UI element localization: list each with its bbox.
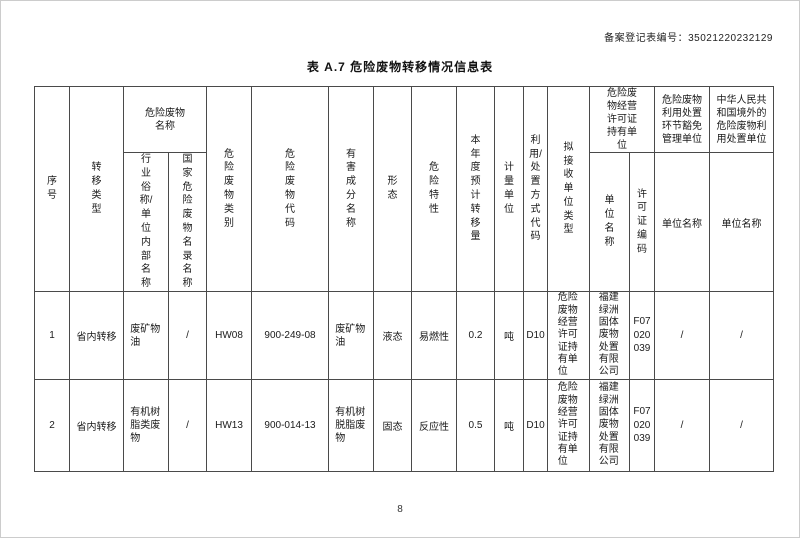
col-header-national-list-name: 国家危险废物名录名称	[168, 152, 207, 292]
col-header-hazard-property-label: 危险特性	[429, 162, 439, 215]
col-header-license-code: 许可证编码	[629, 152, 655, 292]
col-header-industry-common-name: 行业俗称/单位内部名称	[123, 152, 169, 292]
col-header-harmful-component-label: 有害成分名称	[346, 148, 356, 229]
col-header-seq-label: 序号	[47, 176, 57, 201]
cell-industry-common-name-text: 废矿物油	[130, 323, 161, 348]
cell-transfer-type: 省内转移	[69, 291, 124, 380]
cell-seq: 2	[34, 379, 70, 472]
cell-waste-category: HW08	[206, 291, 252, 380]
col-header-unit-of-measure-label: 计量单位	[504, 162, 514, 215]
col-header-receiver-type: 拟接收单位类型	[547, 86, 590, 292]
group-header-overseas-unit-label: 中华人民共和国境外的危险废物利用处置单位	[716, 94, 767, 145]
cell-waste-code: 900-014-13	[251, 379, 329, 472]
col-header-transfer-type: 转移类型	[69, 86, 124, 292]
cell-harmful-component: 废矿物油	[328, 291, 374, 380]
cell-unit-of-measure: 吨	[494, 379, 524, 472]
cell-receiver-type: 危险废物经营许可证持有单位	[547, 379, 590, 472]
col-header-overseas-unit-name-label: 单位名称	[721, 218, 762, 230]
col-header-receiver-type-label: 拟接收单位类型	[563, 141, 574, 236]
cell-licensee-name-text: 福建绿洲固体废物处置有限公司	[598, 382, 619, 468]
group-header-licensed-unit: 危险废物经营许可证持有单位	[589, 86, 655, 153]
cell-harmful-component: 有机树脱脂废物	[328, 379, 374, 472]
cell-disposal-method-code: D10	[523, 291, 548, 380]
col-header-licensee-name: 单位名称	[589, 152, 630, 292]
group-header-exempt-unit: 危险废物利用处置环节豁免管理单位	[654, 86, 710, 153]
cell-overseas-unit-name: /	[709, 379, 774, 472]
cell-overseas-unit-name: /	[709, 291, 774, 380]
header-sub-row: 行业俗称/单位内部名称 国家危险废物名录名称 单位名称 许可证编码 单位名称 单…	[35, 152, 774, 292]
cell-license-code: F07 020 039	[629, 379, 655, 472]
cell-transfer-type: 省内转移	[69, 379, 124, 472]
header-group-row: 序号 转移类型 危险废物名称 危险废物类别 危险废物代码 有害成分名称 形态 危…	[34, 86, 774, 292]
cell-unit-of-measure: 吨	[494, 291, 524, 380]
cell-seq: 1	[34, 291, 70, 380]
cell-license-code: F07 020 039	[629, 291, 655, 380]
cell-harmful-component-text: 有机树脱脂废物	[335, 407, 366, 444]
registration-number: 备案登记表编号：35021220232129	[604, 33, 773, 44]
col-header-seq: 序号	[34, 86, 70, 292]
col-header-form-label: 形态	[387, 176, 398, 201]
col-header-overseas-unit-name: 单位名称	[709, 152, 774, 292]
cell-receiver-type-text: 危险废物经营许可证持有单位	[557, 382, 578, 468]
cell-waste-code: 900-249-08	[251, 291, 329, 380]
col-header-waste-category: 危险废物类别	[206, 86, 252, 292]
group-header-overseas-unit: 中华人民共和国境外的危险废物利用处置单位	[709, 86, 774, 153]
col-header-form: 形态	[373, 86, 412, 292]
col-header-harmful-component: 有害成分名称	[328, 86, 374, 292]
cell-form: 固态	[373, 379, 412, 472]
cell-exempt-unit-name: /	[654, 379, 710, 472]
col-header-industry-common-name-label: 行业俗称/单位内部名称	[139, 154, 153, 290]
cell-annual-transfer-amount: 0.5	[456, 379, 495, 472]
cell-licensee-name-text: 福建绿洲固体废物处置有限公司	[598, 292, 619, 378]
cell-industry-common-name: 废矿物油	[123, 291, 169, 380]
table-row: 2 省内转移 有机树脂类废物 / HW13 900-014-13 有机树脱脂废物…	[34, 379, 774, 472]
group-header-licensed-unit-label: 危险废物经营许可证持有单位	[607, 88, 637, 151]
group-header-waste-name: 危险废物名称	[123, 86, 207, 153]
page-title: 表 A.7 危险废物转移情况信息表	[306, 60, 494, 74]
col-header-unit-of-measure: 计量单位	[494, 86, 524, 292]
col-header-waste-code-label: 危险废物代码	[285, 148, 295, 229]
col-header-disposal-method-code: 利用/处置方式代码	[523, 86, 548, 292]
cell-national-list-name: /	[168, 379, 207, 472]
col-header-national-list-name-label: 国家危险废物名录名称	[182, 154, 193, 290]
cell-hazard-property: 反应性	[411, 379, 457, 472]
col-header-waste-code: 危险废物代码	[251, 86, 329, 292]
col-header-hazard-property: 危险特性	[411, 86, 457, 292]
cell-national-list-name: /	[168, 291, 207, 380]
col-header-exempt-unit-name: 单位名称	[654, 152, 710, 292]
cell-receiver-type: 危险废物经营许可证持有单位	[547, 291, 590, 380]
cell-form: 液态	[373, 291, 412, 380]
cell-licensee-name: 福建绿洲固体废物处置有限公司	[589, 291, 630, 380]
cell-licensee-name: 福建绿洲固体废物处置有限公司	[589, 379, 630, 472]
col-header-licensee-name-label: 单位名称	[604, 195, 615, 248]
table-row: 1 省内转移 废矿物油 / HW08 900-249-08 废矿物油 液态 易燃…	[34, 291, 774, 380]
cell-disposal-method-code: D10	[523, 379, 548, 472]
group-header-exempt-unit-label: 危险废物利用处置环节豁免管理单位	[662, 94, 702, 145]
cell-waste-category: HW13	[206, 379, 252, 472]
col-header-annual-transfer-amount-label: 本年度预计转移量	[470, 134, 481, 243]
col-header-disposal-method-code-label: 利用/处置方式代码	[529, 134, 542, 243]
waste-transfer-table: 序号 转移类型 危险废物名称 危险废物类别 危险废物代码 有害成分名称 形态 危…	[34, 86, 774, 472]
page-number: 8	[397, 504, 403, 515]
col-header-license-code-label: 许可证编码	[637, 188, 647, 255]
cell-exempt-unit-name: /	[654, 291, 710, 380]
cell-harmful-component-text: 废矿物油	[335, 323, 366, 348]
col-header-waste-category-label: 危险废物类别	[224, 148, 234, 229]
col-header-transfer-type-label: 转移类型	[91, 162, 102, 215]
cell-receiver-type-text: 危险废物经营许可证持有单位	[557, 292, 578, 378]
col-header-annual-transfer-amount: 本年度预计转移量	[456, 86, 495, 292]
cell-hazard-property: 易燃性	[411, 291, 457, 380]
cell-annual-transfer-amount: 0.2	[456, 291, 495, 380]
col-header-exempt-unit-name-label: 单位名称	[662, 218, 702, 230]
group-header-waste-name-label: 危险废物名称	[145, 107, 185, 132]
cell-industry-common-name-text: 有机树脂类废物	[130, 407, 161, 444]
cell-industry-common-name: 有机树脂类废物	[123, 379, 169, 472]
